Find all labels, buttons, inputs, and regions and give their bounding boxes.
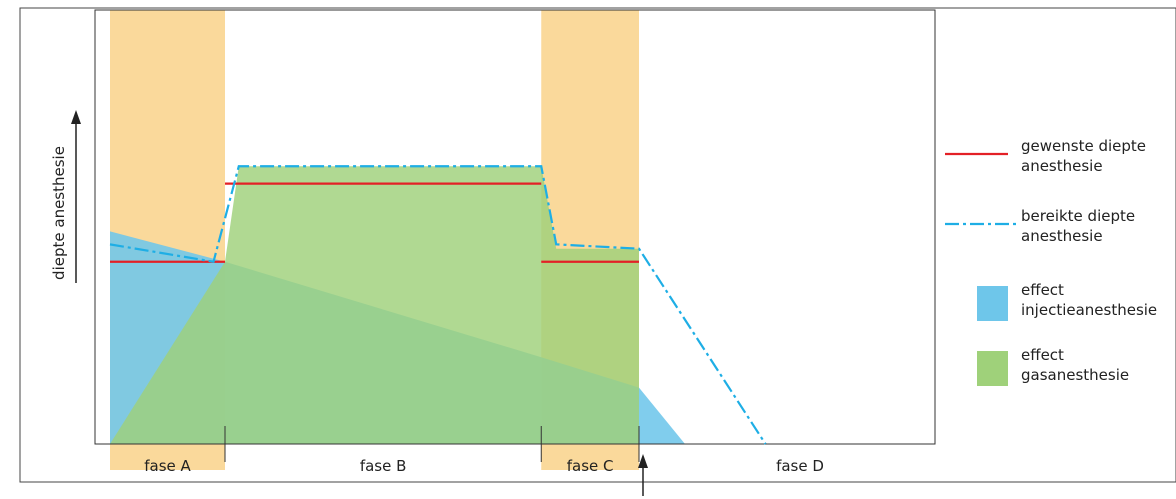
phase-label-fase-a: fase A [144, 457, 191, 475]
depth-lines [109, 165, 767, 445]
y-axis-arrow [71, 110, 81, 283]
legend-label-effect-gasanesthesie-2: gasanesthesie [1021, 366, 1129, 384]
outer-frame [19, 7, 1176, 483]
legend-label-gewenste-diepte-anesthesie-1: gewenste diepte [1021, 137, 1146, 155]
legend-label-bereikte-diepte-anesthesie-1: bereikte diepte [1021, 207, 1135, 225]
phase-label-fase-b: fase B [360, 457, 407, 475]
phase-label-fase-d: fase D [776, 457, 824, 475]
phase-label-fase-c: fase C [567, 457, 614, 475]
legend-swatch-effect-gasanesthesie [977, 351, 1008, 386]
phase-labels: fase A fase B fase C fase D [144, 426, 824, 475]
legend-label-effect-gasanesthesie-1: effect [1021, 346, 1064, 364]
y-axis-label: diepte anesthesie [50, 146, 68, 280]
legend-swatch-effect-injectieanesthesie [977, 286, 1008, 321]
legend-label-bereikte-diepte-anesthesie-2: anesthesie [1021, 227, 1103, 245]
legend-label-gewenste-diepte-anesthesie-2: anesthesie [1021, 157, 1103, 175]
transition-arrow [638, 454, 648, 496]
legend: gewenste diepte anesthesie bereikte diepte… [945, 137, 1157, 386]
plot-frame [94, 9, 936, 445]
achieved-depth-line [109, 165, 767, 445]
legend-label-effect-injectieanesthesie-1: effect [1021, 281, 1064, 299]
legend-label-effect-injectieanesthesie-2: injectieanesthesie [1021, 301, 1157, 319]
effect-areas [110, 166, 685, 445]
gas-area [110, 166, 639, 445]
phase-bands [110, 10, 639, 470]
